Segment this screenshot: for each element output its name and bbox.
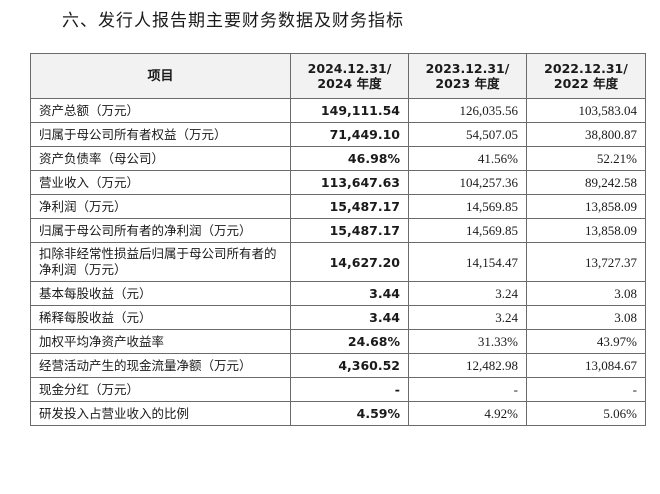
value-2024: 3.44 [290,305,409,330]
header-2024-date: 2024.12.31/ [307,61,392,76]
table-row: 研发投入占营业收入的比例 4.59% 4.92% 5.06% [30,401,646,426]
value-2022: 13,727.37 [526,242,646,282]
table-row: 扣除非经常性损益后归属于母公司所有者的净利润（万元） 14,627.20 14,15… [30,242,646,282]
row-label: 稀释每股收益（元） [30,305,291,330]
value-2022: 89,242.58 [526,170,646,195]
value-2024: 46.98% [290,146,409,171]
row-label: 净利润（万元） [30,194,291,219]
table-row: 基本每股收益（元） 3.44 3.24 3.08 [30,281,646,306]
value-2022: 5.06% [526,401,646,426]
value-2024: 4,360.52 [290,353,409,378]
value-2024: 24.68% [290,329,409,354]
table-row: 净利润（万元） 15,487.17 14,569.85 13,858.09 [30,194,646,219]
table-row: 经营活动产生的现金流量净额（万元） 4,360.52 12,482.98 13,084… [30,353,646,378]
row-label: 资产总额（万元） [30,98,291,123]
value-2023: 104,257.36 [408,170,527,195]
row-label: 经营活动产生的现金流量净额（万元） [30,353,291,378]
value-2024: 3.44 [290,281,409,306]
value-2022: 13,084.67 [526,353,646,378]
value-2023: 31.33% [408,329,527,354]
row-label: 归属于母公司所有者的净利润（万元） [30,218,291,243]
financial-data-table: 项目 2024.12.31/2024 年度 2023.12.31/2023 年度… [30,53,646,426]
table-row: 营业收入（万元） 113,647.63 104,257.36 89,242.58 [30,170,646,195]
value-2024: 15,487.17 [290,194,409,219]
table-row: 资产负债率（母公司） 46.98% 41.56% 52.21% [30,146,646,171]
table-row: 稀释每股收益（元） 3.44 3.24 3.08 [30,305,646,330]
header-item-label: 项目 [147,68,174,84]
row-label: 基本每股收益（元） [30,281,291,306]
value-2024: - [290,377,409,402]
header-2022-date: 2022.12.31/ [544,61,628,76]
value-2023: 3.24 [408,281,527,306]
table-row: 归属于母公司所有者的净利润（万元） 15,487.17 14,569.85 13,85… [30,218,646,243]
table-body: 资产总额（万元） 149,111.54 126,035.56 103,583.04 归属… [30,98,646,426]
value-2024: 14,627.20 [290,242,409,282]
value-2023: 14,154.47 [408,242,527,282]
value-2023: 3.24 [408,305,527,330]
header-2024: 2024.12.31/2024 年度 [290,53,409,99]
header-2023: 2023.12.31/2023 年度 [408,53,527,99]
table-header-row: 项目 2024.12.31/2024 年度 2023.12.31/2023 年度… [30,53,646,99]
value-2023: 14,569.85 [408,194,527,219]
value-2022: 43.97% [526,329,646,354]
section-title: 六、发行人报告期主要财务数据及财务指标 [62,11,404,31]
header-item: 项目 [30,53,291,99]
value-2023: 4.92% [408,401,527,426]
value-2022: 13,858.09 [526,194,646,219]
value-2024: 15,487.17 [290,218,409,243]
row-label: 现金分红（万元） [30,377,291,402]
value-2022: 3.08 [526,281,646,306]
header-2022: 2022.12.31/2022 年度 [526,53,646,99]
value-2023: 41.56% [408,146,527,171]
value-2023: 14,569.85 [408,218,527,243]
value-2023: 126,035.56 [408,98,527,123]
row-label: 研发投入占营业收入的比例 [30,401,291,426]
header-2023-date: 2023.12.31/ [425,61,510,76]
row-label: 加权平均净资产收益率 [30,329,291,354]
value-2024: 71,449.10 [290,122,409,147]
value-2022: 13,858.09 [526,218,646,243]
value-2024: 4.59% [290,401,409,426]
header-2024-year: 2024 年度 [317,76,382,91]
value-2022: 38,800.87 [526,122,646,147]
table-row: 资产总额（万元） 149,111.54 126,035.56 103,583.04 [30,98,646,123]
table-row: 归属于母公司所有者权益（万元） 71,449.10 54,507.05 38,800.… [30,122,646,147]
row-label: 扣除非经常性损益后归属于母公司所有者的净利润（万元） [30,242,291,282]
value-2023: - [408,377,527,402]
header-2023-year: 2023 年度 [435,76,500,91]
row-label: 营业收入（万元） [30,170,291,195]
table-row: 现金分红（万元） - - - [30,377,646,402]
value-2023: 12,482.98 [408,353,527,378]
value-2023: 54,507.05 [408,122,527,147]
value-2022: 52.21% [526,146,646,171]
value-2022: 103,583.04 [526,98,646,123]
row-label: 资产负债率（母公司） [30,146,291,171]
value-2022: 3.08 [526,305,646,330]
value-2024: 113,647.63 [290,170,409,195]
table-row: 加权平均净资产收益率 24.68% 31.33% 43.97% [30,329,646,354]
value-2024: 149,111.54 [290,98,409,123]
header-2022-year: 2022 年度 [553,76,619,91]
row-label: 归属于母公司所有者权益（万元） [30,122,291,147]
value-2022: - [526,377,646,402]
